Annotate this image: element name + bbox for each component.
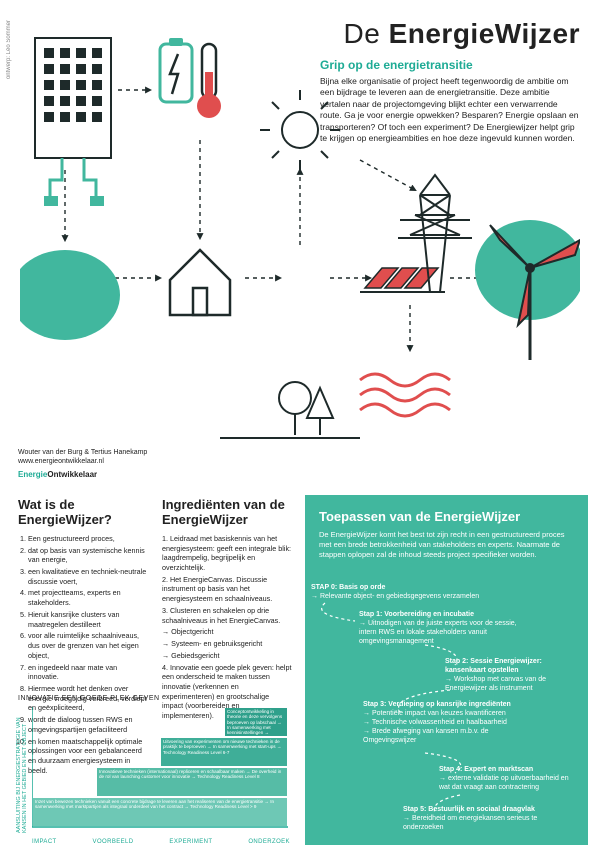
step-sub: → Technische volwassenheid en haalbaarhe… <box>363 718 528 727</box>
step-title: Stap 2: Sessie Energiewijzer: kansenkaar… <box>445 657 575 675</box>
step-title: Stap 3: Verdieping op kansrijke ingredië… <box>363 700 528 709</box>
thermometer-icon <box>197 44 221 118</box>
stair-x-label: VOORBEELD <box>93 839 134 845</box>
brand-part-b: Ontwikkelaar <box>47 470 97 479</box>
brand-logo: EnergieOntwikkelaar <box>18 470 97 480</box>
step-sub: → Potentiële impact van keuzes kwantific… <box>363 709 528 718</box>
col2-item: → Gebiedsgericht <box>162 651 292 661</box>
step-sub: → Brede afweging van kansen m.b.v. de Om… <box>363 727 528 745</box>
page: De EnergieWijzer Grip op de energietrans… <box>0 0 600 857</box>
teal-panel: Toepassen van de EnergieWijzer De Energi… <box>305 495 588 845</box>
process-step: Stap 4: Expert en marktscan→ externe val… <box>439 765 574 792</box>
credits: Wouter van der Burg & Tertius Hanekamp w… <box>18 448 147 481</box>
stair-cell-text: Innovatieve technieken (internationaal) … <box>99 769 285 780</box>
col2-heading: Ingrediënten van de EnergieWijzer <box>162 498 292 528</box>
pylon-icon <box>398 175 472 292</box>
col1-item: Hieruit kansrijke clusters van maatregel… <box>28 610 148 629</box>
step-title: Stap 5: Bestuurlijk en sociaal draagvlak <box>403 805 553 814</box>
solar-icon <box>360 268 445 292</box>
title-bold: EnergieWijzer <box>389 18 580 49</box>
process-step: Stap 3: Verdieping op kansrijke ingredië… <box>363 700 528 745</box>
blob-1 <box>20 250 120 340</box>
process-step: Stap 2: Sessie Energiewijzer: kansenkaar… <box>445 657 575 693</box>
col1-item: Een gestructureerd proces, <box>28 534 148 544</box>
credit-authors: Wouter van der Burg & Tertius Hanekamp <box>18 448 147 457</box>
col1-item: dat op basis van systemische kennis van … <box>28 546 148 565</box>
stair-heading: INNOVATIE EEN GOEDE PLEK GEVEN <box>18 695 298 702</box>
process-step: Stap 5: Bestuurlijk en sociaal draagvlak… <box>403 805 553 832</box>
step-sub: → Uitnodigen van de juiste experts voor … <box>359 619 519 646</box>
col1-item: met projectteams, experts en stakeholder… <box>28 588 148 607</box>
designer-credit: ontwerp: Léo Sommer <box>6 20 12 79</box>
step-sub: → Relevante object- en gebiedsgegevens v… <box>311 592 481 601</box>
stair-cell-text: Inzet van bewezen technieken vanuit een … <box>35 799 285 810</box>
col1-heading: Wat is de EnergieWijzer? <box>18 498 148 528</box>
stair-diagram: INNOVATIE EEN GOEDE PLEK GEVEN AANSLUITI… <box>18 695 298 845</box>
stair-svg: Inzet van bewezen technieken vanuit een … <box>32 707 290 833</box>
wind-icon <box>475 220 580 360</box>
stair-cell-text: Uitvoering van experimenten om nieuwe te… <box>163 739 285 755</box>
building-icon <box>35 38 111 206</box>
col2-item: 1. Leidraad met basiskennis van het ener… <box>162 534 292 573</box>
trees-icon <box>279 382 333 435</box>
stair-cell-text: Conceptontwikkeling in theorie en deze v… <box>227 709 285 735</box>
step-sub: → Bereidheid om energiekansen serieus te… <box>403 814 553 832</box>
intro-text: Bijna elke organisatie of project heeft … <box>320 76 580 145</box>
battery-icon <box>160 38 192 102</box>
col1-item: voor alle ruimtelijke schaalniveaus, dus… <box>28 631 148 660</box>
stair-yaxis: AANSLUITING BIJ ENERGIESTRATEGIE VAN KAN… <box>16 695 28 833</box>
step-sub: → externe validatie op uitvoerbaarheid e… <box>439 774 574 792</box>
step-title: Stap 1: Voorbereiding en incubatie <box>359 610 519 619</box>
col2-item: 2. Het EnergieCanvas. Discussie instrume… <box>162 575 292 604</box>
process-step: STAP 0: Basis op orde→ Relevante object-… <box>311 583 481 601</box>
credit-url: www.energieontwikkelaar.nl <box>18 457 147 466</box>
stair-x-label: EXPERIMENT <box>169 839 212 845</box>
col1-item: en ingedeeld naar mate van innovatie. <box>28 663 148 682</box>
step-title: STAP 0: Basis op orde <box>311 583 481 592</box>
col2-item: → Systeem- en gebruiksgericht <box>162 639 292 649</box>
stair-x-label: ONDERZOEK <box>248 839 290 845</box>
stair-x-label: IMPACT <box>32 839 57 845</box>
subtitle: Grip op de energietransitie <box>320 58 580 72</box>
col1-item: een kwalitatieve en techniek-neutrale di… <box>28 567 148 586</box>
brand-part-a: Energie <box>18 470 47 479</box>
col2-item: → Objectgericht <box>162 627 292 637</box>
house-icon <box>170 250 230 315</box>
col2-body: 1. Leidraad met basiskennis van het ener… <box>162 534 292 721</box>
col2-item: 3. Clusteren en schakelen op drie schaal… <box>162 606 292 625</box>
process-step: Stap 1: Voorbereiding en incubatie→ Uitn… <box>359 610 519 646</box>
waves-icon <box>360 374 450 416</box>
title-prefix: De <box>344 18 389 49</box>
step-sub: → Workshop met canvas van de Energiewijz… <box>445 675 575 693</box>
title: De EnergieWijzer <box>344 18 581 50</box>
stair-xaxis: IMPACT VOORBEELD EXPERIMENT ONDERZOEK <box>32 839 290 845</box>
column-ingredients: Ingrediënten van de EnergieWijzer 1. Lei… <box>162 498 292 723</box>
step-title: Stap 4: Expert en marktscan <box>439 765 574 774</box>
